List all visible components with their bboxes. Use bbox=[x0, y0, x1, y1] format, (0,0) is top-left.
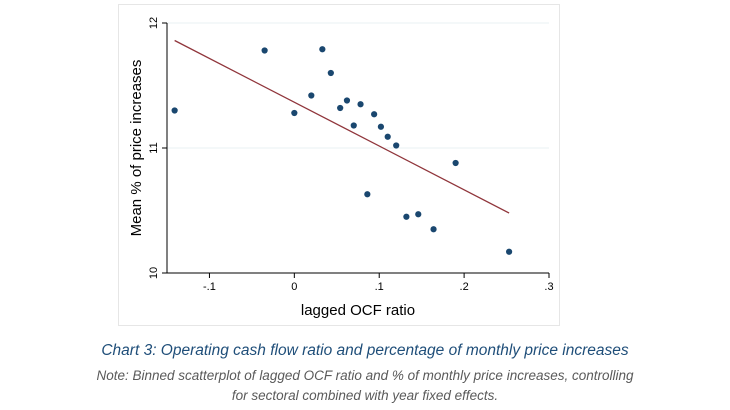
scatter-chart: -.1 0 .1 .2 .3 10 11 12 lagged OCF ratio Mean % o… bbox=[128, 17, 554, 319]
data-point bbox=[377, 123, 385, 130]
chart-caption-note-line-1: Note: Binned scatterplot of lagged OCF r… bbox=[96, 368, 634, 383]
x-axis-title: lagged OCF ratio bbox=[301, 302, 415, 319]
x-tick-label-4: .3 bbox=[544, 281, 553, 293]
data-point bbox=[430, 226, 437, 233]
data-point bbox=[337, 104, 344, 112]
data-point bbox=[371, 111, 378, 118]
x-tick-label-3: .2 bbox=[460, 281, 469, 293]
data-point bbox=[403, 213, 410, 220]
figure-frame: -.1 0 .1 .2 .3 10 11 12 lagged OCF ratio Mean % o… bbox=[118, 4, 560, 326]
y-tick-label-2: 12 bbox=[148, 17, 160, 29]
y-axis-title: Mean % of price increases bbox=[128, 60, 145, 237]
chart-caption-title: Chart 3: Operating cash flow ratio and p… bbox=[101, 342, 629, 359]
x-tick-label-0: -.1 bbox=[203, 281, 216, 293]
fit-line bbox=[174, 39, 510, 214]
data-point bbox=[384, 133, 391, 140]
x-tick-label-1: 0 bbox=[291, 281, 297, 293]
data-point bbox=[506, 248, 513, 255]
data-point bbox=[350, 122, 357, 129]
data-point bbox=[291, 109, 298, 117]
data-point bbox=[452, 159, 459, 167]
data-point bbox=[261, 47, 268, 54]
data-point bbox=[357, 101, 364, 108]
chart-caption-note-line-2: for sectoral combined with year fixed ef… bbox=[231, 388, 499, 403]
data-point bbox=[393, 142, 400, 149]
data-point bbox=[415, 211, 422, 218]
data-point bbox=[364, 191, 371, 198]
data-point bbox=[343, 97, 351, 104]
y-tick-label-1: 11 bbox=[148, 142, 160, 153]
data-point bbox=[171, 107, 178, 114]
data-point bbox=[308, 92, 315, 99]
y-tick-label-0: 10 bbox=[148, 267, 160, 279]
data-point bbox=[327, 69, 334, 77]
data-point bbox=[319, 46, 326, 53]
x-tick-label-2: .1 bbox=[375, 281, 384, 293]
